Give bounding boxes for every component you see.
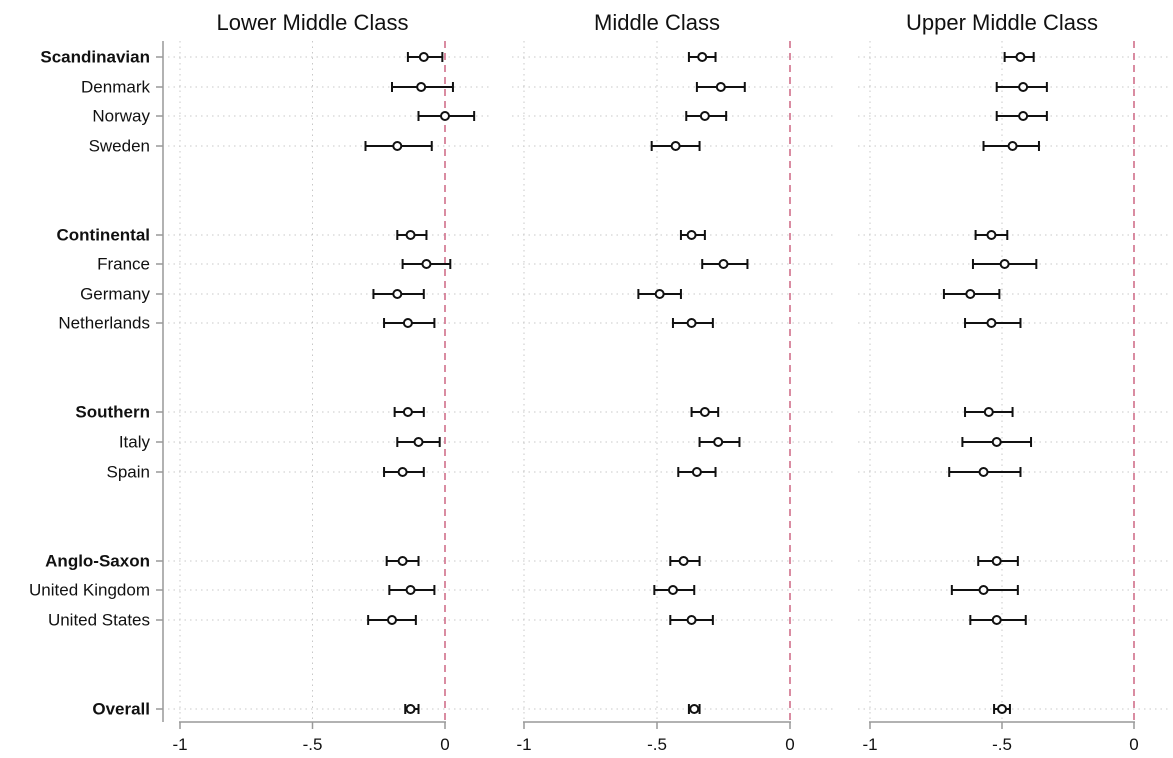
panel-title: Lower Middle Class: [217, 10, 409, 35]
point-estimate: [697, 52, 708, 62]
point-estimate: [1018, 82, 1029, 92]
x-tick-label: -1: [516, 735, 531, 754]
point-estimate: [678, 556, 689, 566]
country-label: United States: [48, 611, 150, 630]
point-estimate: [699, 407, 710, 417]
x-tick-label: -1: [172, 735, 187, 754]
point-estimate: [392, 141, 403, 151]
point-estimate: [686, 318, 697, 328]
point-estimate: [405, 230, 416, 240]
country-label: Norway: [92, 107, 150, 126]
point-estimate: [997, 704, 1007, 714]
point-estimate: [1007, 141, 1018, 151]
point-estimate: [1015, 52, 1026, 62]
x-tick-label: 0: [785, 735, 794, 754]
point-estimate: [397, 556, 408, 566]
group-label: Overall: [92, 700, 150, 719]
group-label: Southern: [75, 403, 150, 422]
point-estimate: [397, 467, 408, 477]
point-estimate: [418, 52, 429, 62]
point-estimate: [405, 704, 416, 714]
point-estimate: [978, 585, 989, 595]
point-estimate: [686, 615, 697, 625]
point-estimate: [991, 556, 1002, 566]
point-estimate: [670, 141, 681, 151]
panel-title: Middle Class: [594, 10, 720, 35]
point-estimate: [1018, 111, 1029, 121]
panel-3: Upper Middle Class -1 -.5 0: [858, 10, 1170, 754]
point-estimate: [965, 289, 976, 299]
country-label: Italy: [119, 433, 151, 452]
point-estimate: [691, 467, 702, 477]
country-label: Netherlands: [58, 314, 150, 333]
point-estimate: [392, 289, 403, 299]
point-estimate: [402, 407, 413, 417]
point-estimate: [978, 467, 989, 477]
point-estimate: [654, 289, 665, 299]
x-tick-label: 0: [1129, 735, 1138, 754]
point-estimate: [405, 585, 416, 595]
point-estimate: [387, 615, 397, 625]
group-label: Scandinavian: [40, 48, 150, 67]
point-estimate: [715, 82, 726, 92]
point-estimate: [413, 437, 424, 447]
country-label: Germany: [80, 285, 150, 304]
country-label: Denmark: [81, 78, 150, 97]
point-estimate: [986, 318, 997, 328]
group-label: Anglo-Saxon: [45, 552, 150, 571]
point-estimate: [991, 615, 1002, 625]
point-estimate: [421, 259, 432, 269]
country-label: United Kingdom: [29, 581, 150, 600]
point-estimate: [991, 437, 1002, 447]
point-estimate: [713, 437, 724, 447]
x-tick-label: -1: [862, 735, 877, 754]
point-estimate: [686, 230, 697, 240]
country-label: France: [97, 255, 150, 274]
point-estimate: [999, 259, 1010, 269]
point-estimate: [667, 585, 678, 595]
point-estimate: [402, 318, 413, 328]
point-estimate: [689, 704, 700, 714]
point-estimate: [699, 111, 710, 121]
x-tick-label: 0: [440, 735, 449, 754]
point-estimate: [440, 111, 450, 121]
x-tick-label: -.5: [303, 735, 323, 754]
point-estimate: [986, 230, 997, 240]
x-tick-label: -.5: [992, 735, 1012, 754]
group-label: Continental: [57, 226, 151, 245]
point-estimate: [416, 82, 427, 92]
panel-title: Upper Middle Class: [906, 10, 1098, 35]
country-label: Spain: [107, 463, 150, 482]
country-label: Sweden: [89, 137, 150, 156]
x-tick-label: -.5: [647, 735, 667, 754]
point-estimate: [718, 259, 729, 269]
point-estimate: [983, 407, 994, 417]
panel-2: Middle Class -1 -.5 0: [512, 10, 834, 754]
panel-1: Lower Middle Class -1 -.5 0: [168, 10, 489, 754]
